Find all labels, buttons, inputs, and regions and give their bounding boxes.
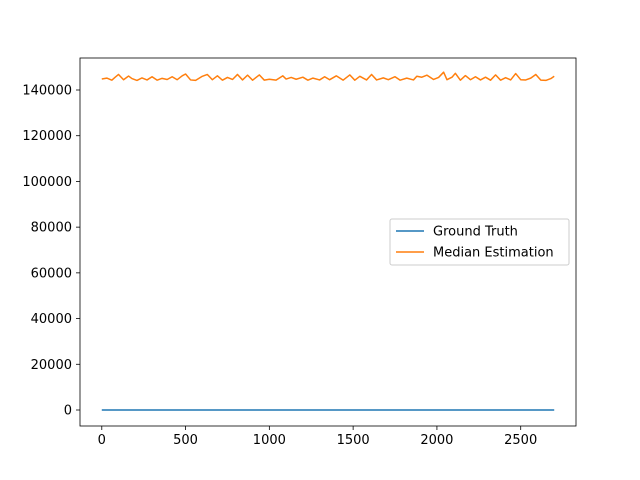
axes-frame	[79, 57, 577, 427]
plot-area	[79, 57, 577, 427]
x-tick-label: 1500	[337, 433, 370, 448]
y-tick-label: 100000	[22, 175, 72, 190]
x-axis: 0 500 1000 1500 2000 2500	[98, 426, 537, 448]
series-layer	[101, 71, 555, 411]
y-tick-label: 140000	[22, 84, 72, 99]
series-line-median-estimation	[101, 71, 555, 82]
y-tick-label: 40000	[31, 312, 72, 327]
y-tick-label: 0	[64, 404, 72, 419]
x-tick-label: 500	[173, 433, 198, 448]
legend-label-ground-truth: Ground Truth	[433, 225, 518, 240]
legend-label-median-estimation: Median Estimation	[433, 246, 554, 261]
y-tick-label: 80000	[31, 221, 72, 236]
x-tick-label: 0	[98, 433, 106, 448]
legend-box	[389, 218, 570, 266]
y-tick-label: 20000	[31, 358, 72, 373]
x-tick-label: 2000	[420, 433, 453, 448]
x-tick-label: 2500	[504, 433, 537, 448]
y-axis: 0 20000 40000 60000 80000 100000 120000 140000	[22, 84, 80, 419]
y-tick-label: 120000	[22, 129, 72, 144]
y-tick-label: 60000	[31, 266, 72, 281]
x-tick-label: 1000	[253, 433, 286, 448]
legend: Ground Truth Median Estimation	[389, 218, 570, 266]
